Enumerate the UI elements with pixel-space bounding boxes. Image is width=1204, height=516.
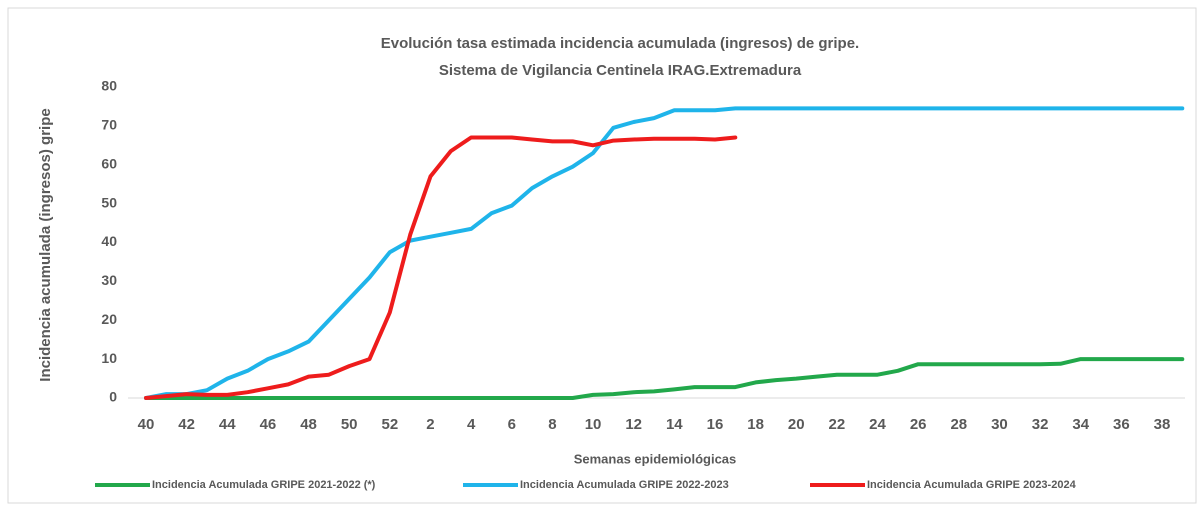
y-tick-label: 50 [101, 194, 117, 210]
x-tick-label: 16 [707, 416, 724, 433]
x-tick-label: 2 [426, 416, 434, 433]
x-tick-label: 18 [747, 416, 764, 433]
x-tick-label: 32 [1032, 416, 1049, 433]
chart-border [7, 7, 1197, 504]
legend-label: Incidencia Acumulada GRIPE 2021-2022 (*) [152, 479, 376, 491]
x-tick-label: 36 [1113, 416, 1130, 433]
x-tick-label: 52 [381, 416, 398, 433]
series-line [144, 106, 1185, 400]
y-tick-label: 40 [101, 233, 117, 249]
y-tick-label: 60 [101, 155, 117, 171]
y-tick-label: 70 [101, 117, 117, 133]
x-tick-label: 22 [829, 416, 846, 433]
series-line [144, 135, 738, 400]
legend-label: Incidencia Acumulada GRIPE 2022-2023 [520, 479, 729, 491]
y-axis-label: Incidencia acumulada (ingresos) gripe [37, 108, 54, 381]
x-tick-label: 30 [991, 416, 1008, 433]
x-tick-label: 26 [910, 416, 927, 433]
y-tick-label: 30 [101, 272, 117, 288]
x-tick-label: 34 [1072, 416, 1089, 433]
x-tick-label: 14 [666, 416, 683, 433]
x-tick-label: 42 [178, 416, 195, 433]
y-tick-label: 80 [101, 78, 117, 94]
x-tick-label: 50 [341, 416, 358, 433]
x-tick-label: 28 [950, 416, 967, 433]
x-tick-label: 24 [869, 416, 886, 433]
x-tick-label: 44 [219, 416, 236, 433]
x-tick-label: 40 [138, 416, 155, 433]
x-tick-label: 12 [625, 416, 642, 433]
series-line [144, 357, 1185, 400]
legend-label: Incidencia Acumulada GRIPE 2023-2024 [867, 479, 1077, 491]
x-tick-label: 4 [467, 416, 476, 433]
x-tick-label: 6 [508, 416, 516, 433]
x-tick-label: 20 [788, 416, 805, 433]
x-tick-label: 8 [548, 416, 556, 433]
y-tick-label: 20 [101, 311, 117, 327]
x-tick-label: 48 [300, 416, 317, 433]
chart-subtitle: Sistema de Vigilancia Centinela IRAG.Ext… [439, 62, 802, 79]
x-tick-label: 46 [260, 416, 277, 433]
x-tick-label: 38 [1154, 416, 1171, 433]
chart-title: Evolución tasa estimada incidencia acumu… [381, 35, 859, 52]
x-axis-label: Semanas epidemiológicas [574, 451, 737, 466]
y-tick-label: 10 [101, 350, 117, 366]
y-tick-label: 0 [109, 389, 117, 405]
x-tick-label: 10 [585, 416, 602, 433]
